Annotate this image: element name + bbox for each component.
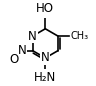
Text: HO: HO: [36, 2, 54, 15]
Text: O: O: [10, 53, 19, 66]
Text: N: N: [28, 30, 37, 43]
Text: N: N: [41, 51, 50, 64]
Text: CH₃: CH₃: [70, 31, 88, 41]
Text: H₂N: H₂N: [34, 71, 56, 84]
Text: N: N: [18, 44, 26, 57]
